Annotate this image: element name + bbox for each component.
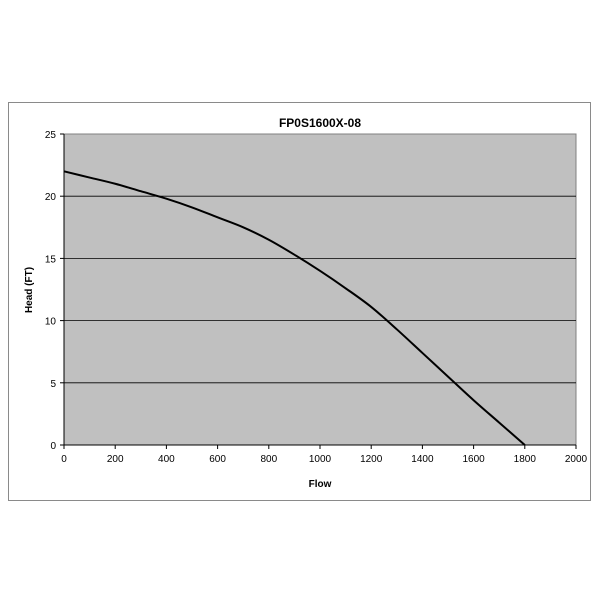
x-tick-label: 800 (260, 454, 277, 465)
x-tick-label: 1200 (360, 454, 383, 465)
plot-area (63, 133, 577, 446)
x-axis-label: Flow (309, 479, 332, 490)
y-tick-label: 5 (50, 379, 56, 390)
x-tick-label: 200 (107, 454, 124, 465)
x-tick-label: 0 (61, 454, 67, 465)
chart-title: FP0S1600X-08 (279, 116, 361, 130)
y-axis-label: Head (FT) (24, 267, 35, 313)
y-tick-label: 20 (45, 192, 57, 203)
y-tick-label: 15 (45, 254, 57, 265)
x-tick-label: 1400 (411, 454, 434, 465)
x-tick-label: 1000 (309, 454, 332, 465)
y-tick-label: 25 (45, 130, 57, 141)
series-line (63, 170, 526, 446)
chart-frame (8, 102, 591, 501)
x-tick-label: 600 (209, 454, 226, 465)
x-tick-label: 2000 (565, 454, 588, 465)
x-tick-label: 400 (158, 454, 175, 465)
x-tick-label: 1600 (462, 454, 485, 465)
y-tick-label: 10 (45, 317, 57, 328)
y-tick-label: 0 (50, 441, 56, 452)
x-tick-label: 1800 (514, 454, 537, 465)
